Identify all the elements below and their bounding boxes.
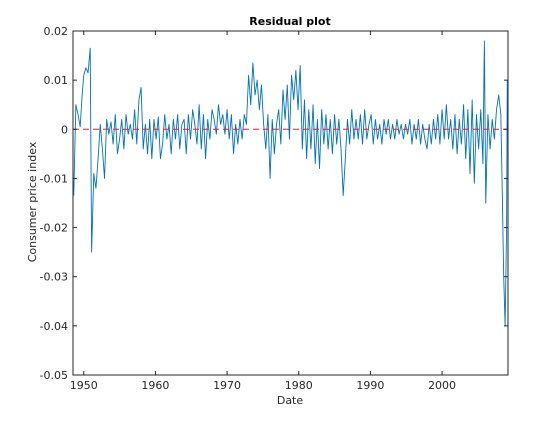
x-tick-label: 1980 <box>285 379 313 392</box>
y-tick-label: 0 <box>61 123 68 136</box>
x-axis-title: Date <box>277 394 304 407</box>
x-tick-label: 1970 <box>213 379 241 392</box>
y-tick-label: -0.02 <box>40 222 68 235</box>
x-tick-label: 1950 <box>70 379 98 392</box>
y-tick-label: -0.05 <box>40 369 68 382</box>
x-tick-label: 2000 <box>428 379 456 392</box>
chart-title: Residual plot <box>249 15 330 28</box>
x-axis-ticks: 1950 1960 1970 1980 1990 2000 <box>70 31 456 392</box>
y-tick-label: 0.01 <box>44 74 69 87</box>
x-tick-label: 1990 <box>356 379 384 392</box>
x-tick-label: 1960 <box>141 379 169 392</box>
y-axis-ticks: 0.02 0.01 0 -0.01 -0.02 -0.03 -0.04 -0.05 <box>40 25 508 382</box>
y-tick-label: 0.02 <box>44 25 69 38</box>
y-tick-label: -0.03 <box>40 271 68 284</box>
y-axis-title: Consumer price index <box>26 141 39 262</box>
y-tick-label: -0.01 <box>40 172 68 185</box>
y-tick-label: -0.04 <box>40 320 68 333</box>
plot-area <box>72 30 509 376</box>
